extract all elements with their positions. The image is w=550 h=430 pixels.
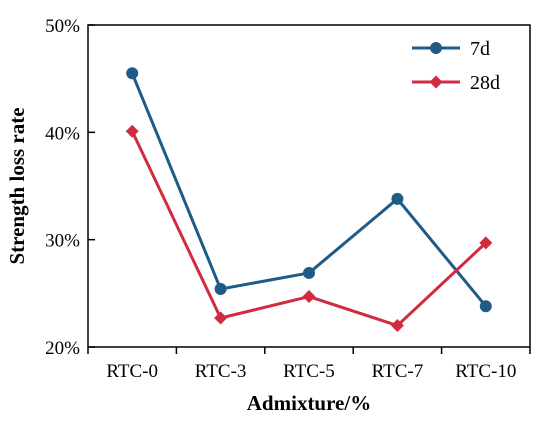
x-tick-label: RTC-0 <box>106 361 158 382</box>
legend-item-1: 28d <box>412 72 500 94</box>
series-1 <box>125 124 493 333</box>
series-0-point <box>479 300 492 313</box>
legend-swatch-marker <box>429 75 443 89</box>
legend: 7d 28d <box>412 38 500 94</box>
series-0-point <box>214 283 227 296</box>
y-tick-label: 30% <box>45 231 80 252</box>
series-0 <box>126 67 492 313</box>
y-tick-label: 40% <box>45 123 80 144</box>
y-tick-label: 50% <box>45 16 80 37</box>
legend-item-0: 7d <box>412 38 490 60</box>
plot-frame <box>87 24 531 348</box>
legend-swatch-marker <box>430 42 442 54</box>
y-axis-title: Strength loss rate <box>5 107 29 264</box>
legend-label: 28d <box>470 72 500 94</box>
series-1-point <box>214 311 228 325</box>
series-1-point <box>302 290 316 304</box>
series-0-point <box>126 67 139 80</box>
x-axis-title: Admixture/% <box>247 391 371 415</box>
y-tick-label: 20% <box>45 338 80 359</box>
x-tick-label: RTC-3 <box>195 361 247 382</box>
x-tick-label: RTC-10 <box>455 361 516 382</box>
series-0-point <box>391 192 404 205</box>
series-1-point <box>390 319 404 333</box>
x-tick-label: RTC-7 <box>372 361 424 382</box>
series-layer <box>125 67 493 333</box>
series-0-point <box>303 266 315 279</box>
x-tick-label: RTC-5 <box>283 361 335 382</box>
series-1-point <box>125 124 139 138</box>
axes: 20% 30% 40% 50% RTC-0 RTC-3 RTC-5 RTC-7 RTC-10 <box>45 16 531 382</box>
series-1-point <box>479 236 493 250</box>
legend-label: 7d <box>470 38 490 60</box>
